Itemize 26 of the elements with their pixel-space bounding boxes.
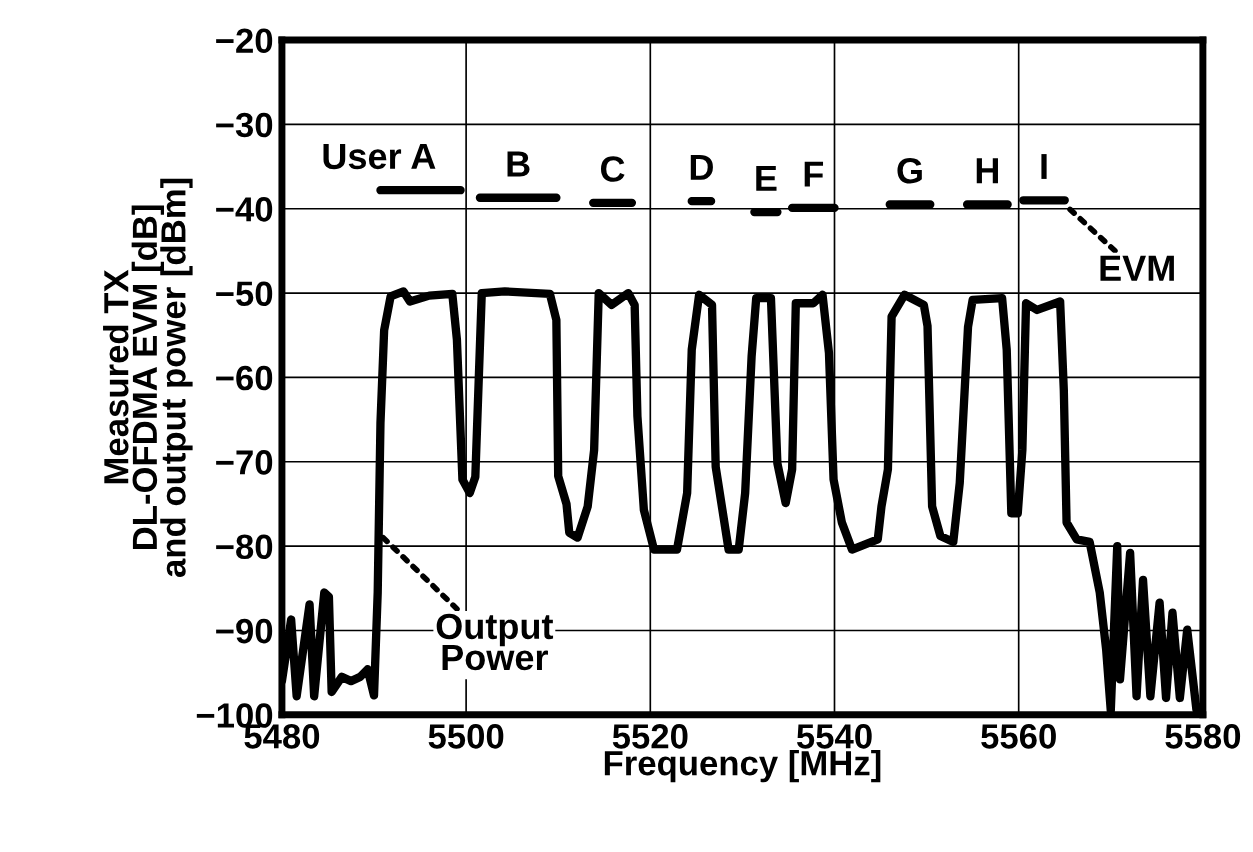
- x-tick-label: 5500: [428, 724, 504, 749]
- annotation: I: [1041, 154, 1047, 179]
- x-tick-label: 5580: [1165, 724, 1241, 749]
- annotation: User A: [323, 143, 436, 170]
- y-tick-label: −90: [216, 618, 273, 644]
- annotation: D: [690, 154, 713, 180]
- annotation: E: [756, 165, 777, 191]
- y-tick-label: −20: [216, 28, 273, 53]
- annotation: C: [600, 156, 625, 182]
- y-tick-label: −50: [216, 281, 273, 307]
- y-tick-label: −40: [216, 197, 273, 222]
- annotation: Output Power: [436, 613, 554, 671]
- y-tick-label: −30: [216, 112, 273, 138]
- x-tick-label: 5560: [981, 724, 1056, 749]
- y-tick-label: −80: [216, 534, 273, 560]
- y-tick-label: −70: [216, 450, 273, 475]
- y-axis-title: Measured TX DL-OFDMA EVM [dB] and output power [dBm]: [103, 178, 193, 577]
- annotation: G: [897, 157, 922, 184]
- annotation: EVM: [1100, 255, 1174, 281]
- x-tick-label: 5520: [612, 724, 688, 749]
- annotation: H: [976, 158, 998, 184]
- y-tick-label: −60: [216, 365, 273, 391]
- x-axis-title: Frequency [MHz]: [604, 749, 881, 783]
- x-tick-label: 5540: [796, 724, 872, 749]
- annotation: F: [804, 161, 824, 187]
- annotation: B: [507, 151, 530, 177]
